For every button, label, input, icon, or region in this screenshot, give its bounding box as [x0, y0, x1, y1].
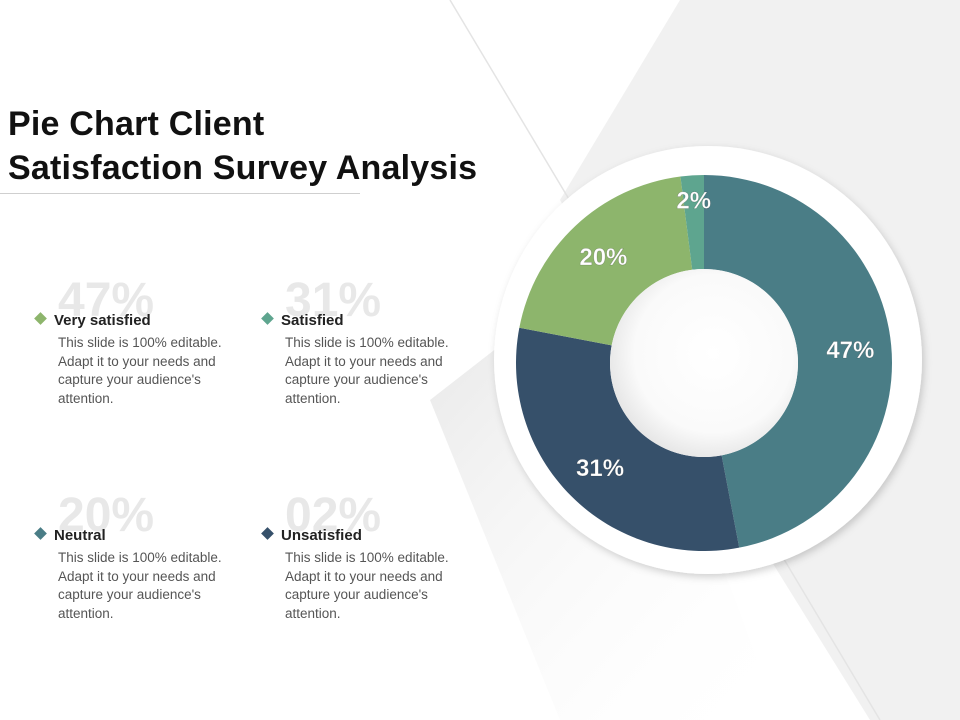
legend-header: Satisfied	[261, 312, 344, 330]
legend-label: Unsatisfied	[281, 527, 362, 544]
donut-slice-47	[704, 175, 892, 548]
donut-slice-label-2: 2%	[676, 187, 711, 214]
legend-big-percent: 02%	[285, 489, 382, 542]
legend-description: This slide is 100% editable. Adapt it to…	[285, 550, 449, 621]
legend-header: Neutral	[34, 527, 106, 545]
donut-slice-31	[516, 327, 740, 551]
legend-big-percent: 31%	[285, 274, 382, 327]
donut-slice-20	[519, 176, 693, 346]
donut-slice-2	[680, 175, 704, 270]
legend-description: This slide is 100% editable. Adapt it to…	[285, 335, 449, 406]
legend-label: Satisfied	[281, 312, 344, 329]
donut-slice-label-47: 47%	[826, 337, 874, 364]
legend-label: Neutral	[54, 527, 106, 544]
page-title: Pie Chart Client Satisfaction Survey Ana…	[8, 102, 477, 190]
legend-header: Unsatisfied	[261, 527, 362, 545]
legend-description: This slide is 100% editable. Adapt it to…	[58, 550, 222, 621]
legend-header: Very satisfied	[34, 312, 151, 330]
title-divider	[0, 193, 360, 194]
legend-description: This slide is 100% editable. Adapt it to…	[58, 335, 222, 406]
legend-big-percent: 20%	[58, 489, 155, 542]
title-line-1: Pie Chart Client	[8, 105, 265, 143]
title-line-2: Satisfaction Survey Analysis	[8, 149, 478, 187]
donut-slice-label-31: 31%	[576, 455, 624, 482]
donut-slice-label-20: 20%	[579, 244, 627, 271]
donut-hole	[610, 269, 798, 457]
legend-big-percent: 47%	[58, 274, 155, 327]
legend-label: Very satisfied	[54, 312, 151, 329]
